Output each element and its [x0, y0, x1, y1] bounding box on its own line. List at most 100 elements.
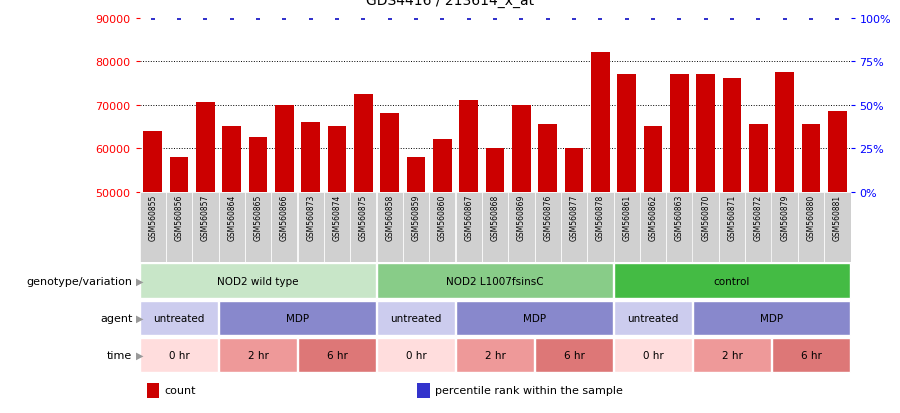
Bar: [670, 75, 688, 409]
Text: ▶: ▶: [136, 350, 143, 360]
Text: GSM560869: GSM560869: [517, 194, 526, 240]
Text: 0 hr: 0 hr: [643, 350, 663, 360]
Bar: [219, 192, 245, 262]
Bar: [587, 192, 614, 262]
Text: GSM560877: GSM560877: [570, 194, 579, 240]
Bar: [697, 75, 715, 409]
Text: GSM560871: GSM560871: [727, 194, 736, 240]
Bar: [797, 192, 824, 262]
Bar: [565, 149, 583, 409]
Text: GSM560876: GSM560876: [544, 194, 553, 240]
Bar: [561, 192, 587, 262]
Bar: [535, 192, 561, 262]
Text: MDP: MDP: [286, 313, 309, 323]
Text: count: count: [165, 385, 196, 396]
Text: GSM560862: GSM560862: [649, 194, 658, 240]
Bar: [140, 192, 166, 262]
Bar: [328, 127, 346, 409]
Text: GSM560864: GSM560864: [227, 194, 236, 240]
Text: GSM560868: GSM560868: [491, 194, 500, 240]
Bar: [324, 192, 350, 262]
Bar: [147, 383, 159, 398]
Bar: [170, 157, 188, 409]
Bar: [617, 75, 636, 409]
Bar: [140, 264, 376, 298]
Bar: [140, 301, 218, 335]
Text: percentile rank within the sample: percentile rank within the sample: [435, 385, 623, 396]
Bar: [403, 192, 429, 262]
Bar: [433, 140, 452, 409]
Bar: [455, 192, 482, 262]
Bar: [193, 192, 219, 262]
Text: 2 hr: 2 hr: [484, 350, 506, 360]
Bar: [508, 192, 535, 262]
Text: 2 hr: 2 hr: [722, 350, 742, 360]
Bar: [535, 338, 613, 372]
Text: NOD2 wild type: NOD2 wild type: [217, 276, 299, 286]
Bar: [512, 105, 530, 409]
Text: GSM560855: GSM560855: [148, 194, 157, 240]
Text: GSM560859: GSM560859: [411, 194, 420, 240]
Text: untreated: untreated: [391, 313, 442, 323]
Bar: [271, 192, 298, 262]
Bar: [381, 114, 399, 409]
Bar: [350, 192, 376, 262]
Bar: [486, 149, 504, 409]
Text: MDP: MDP: [523, 313, 546, 323]
Bar: [196, 103, 214, 409]
Bar: [614, 338, 692, 372]
Text: GSM560867: GSM560867: [464, 194, 473, 240]
Bar: [692, 192, 719, 262]
Bar: [219, 301, 376, 335]
Bar: [298, 192, 324, 262]
Bar: [614, 192, 640, 262]
Bar: [591, 53, 609, 409]
Text: GSM560872: GSM560872: [754, 194, 763, 240]
Text: GSM560874: GSM560874: [332, 194, 341, 240]
Bar: [666, 192, 692, 262]
Bar: [749, 125, 768, 409]
Bar: [459, 101, 478, 409]
Bar: [245, 192, 271, 262]
Text: GSM560863: GSM560863: [675, 194, 684, 240]
Bar: [298, 338, 376, 372]
Bar: [302, 123, 319, 409]
Bar: [166, 192, 193, 262]
Text: GSM560856: GSM560856: [175, 194, 184, 240]
Text: GSM560873: GSM560873: [306, 194, 315, 240]
Bar: [143, 131, 162, 409]
Text: control: control: [714, 276, 751, 286]
Bar: [614, 301, 692, 335]
Bar: [745, 192, 771, 262]
Bar: [644, 127, 662, 409]
Bar: [693, 338, 771, 372]
Text: GSM560860: GSM560860: [437, 194, 446, 240]
Text: untreated: untreated: [627, 313, 679, 323]
Bar: [772, 338, 850, 372]
Bar: [693, 301, 850, 335]
Bar: [275, 105, 293, 409]
Text: 2 hr: 2 hr: [248, 350, 268, 360]
Text: GDS4416 / 213614_x_at: GDS4416 / 213614_x_at: [366, 0, 534, 8]
Bar: [248, 138, 267, 409]
Bar: [219, 338, 297, 372]
Text: GSM560858: GSM560858: [385, 194, 394, 240]
Text: 6 hr: 6 hr: [563, 350, 584, 360]
Bar: [640, 192, 666, 262]
Bar: [407, 157, 425, 409]
Text: GSM560865: GSM560865: [254, 194, 263, 240]
Text: 0 hr: 0 hr: [168, 350, 189, 360]
Bar: [456, 338, 534, 372]
Bar: [824, 192, 850, 262]
Text: GSM560870: GSM560870: [701, 194, 710, 240]
Bar: [417, 383, 429, 398]
Text: MDP: MDP: [760, 313, 783, 323]
Bar: [377, 264, 613, 298]
Text: GSM560866: GSM560866: [280, 194, 289, 240]
Bar: [776, 73, 794, 409]
Text: untreated: untreated: [153, 313, 204, 323]
Bar: [456, 301, 613, 335]
Text: agent: agent: [100, 313, 132, 323]
Text: time: time: [107, 350, 132, 360]
Bar: [802, 125, 820, 409]
